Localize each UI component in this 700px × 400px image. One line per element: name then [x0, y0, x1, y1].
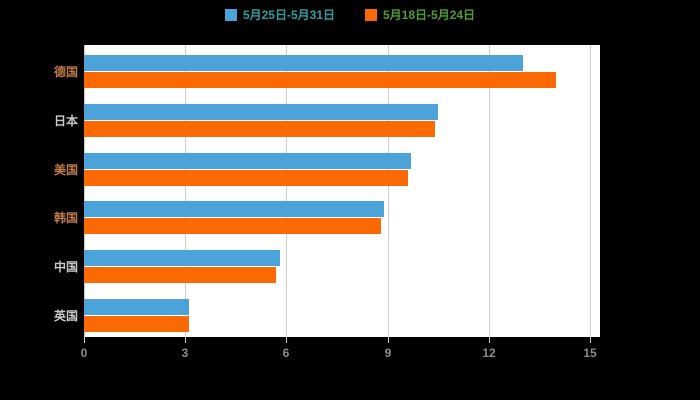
y-axis-label-0: 德国 [53, 65, 78, 79]
bar-week-may25-31-5 [84, 299, 189, 315]
bar-week-may25-31-1 [84, 104, 438, 120]
gridline [489, 45, 490, 337]
legend-item-week-may18-24[interactable]: 5月18日-5月24日 [365, 8, 475, 22]
x-tick-label: 9 [384, 346, 392, 360]
y-axis-label-4: 中国 [53, 260, 78, 274]
gridline [185, 45, 186, 337]
x-tick-label: 0 [80, 346, 88, 360]
y-axis-label-2: 美国 [53, 163, 78, 177]
axis-tick [286, 337, 287, 343]
gridline [286, 45, 287, 337]
x-tick-label: 6 [282, 346, 290, 360]
bar-week-may18-24-0 [84, 72, 556, 88]
x-tick-label: 3 [181, 346, 189, 360]
y-axis-label-1: 日本 [53, 114, 78, 128]
bar-week-may18-24-3 [84, 218, 381, 234]
plot-area [84, 45, 600, 337]
axis-tick [489, 337, 490, 343]
legend-swatch-blue [224, 9, 237, 21]
x-tick-label: 12 [482, 346, 496, 360]
y-axis-label-3: 韩国 [53, 211, 78, 225]
bar-week-may18-24-1 [84, 121, 435, 137]
bar-week-may25-31-2 [84, 153, 411, 169]
axis-tick [185, 337, 186, 343]
gridline [590, 45, 591, 337]
legend: 5月25日-5月31日 5月18日-5月24日 [0, 8, 700, 22]
gridline [388, 45, 389, 337]
legend-label-week-may25-31: 5月25日-5月31日 [242, 8, 335, 22]
axis-tick [590, 337, 591, 343]
bar-week-may25-31-3 [84, 201, 384, 217]
bar-week-may18-24-2 [84, 170, 408, 186]
gridline [84, 45, 85, 337]
axis-tick [388, 337, 389, 343]
axis-tick [84, 337, 85, 343]
x-tick-label: 15 [583, 346, 597, 360]
bar-week-may18-24-4 [84, 267, 276, 283]
bar-week-may25-31-4 [84, 250, 280, 266]
legend-swatch-orange [365, 9, 377, 21]
bar-week-may25-31-0 [84, 55, 523, 71]
y-axis-label-5: 英国 [53, 309, 78, 323]
legend-item-week-may25-31[interactable]: 5月25日-5月31日 [224, 8, 335, 22]
legend-label-week-may18-24: 5月18日-5月24日 [383, 8, 476, 22]
bar-week-may18-24-5 [84, 316, 189, 332]
